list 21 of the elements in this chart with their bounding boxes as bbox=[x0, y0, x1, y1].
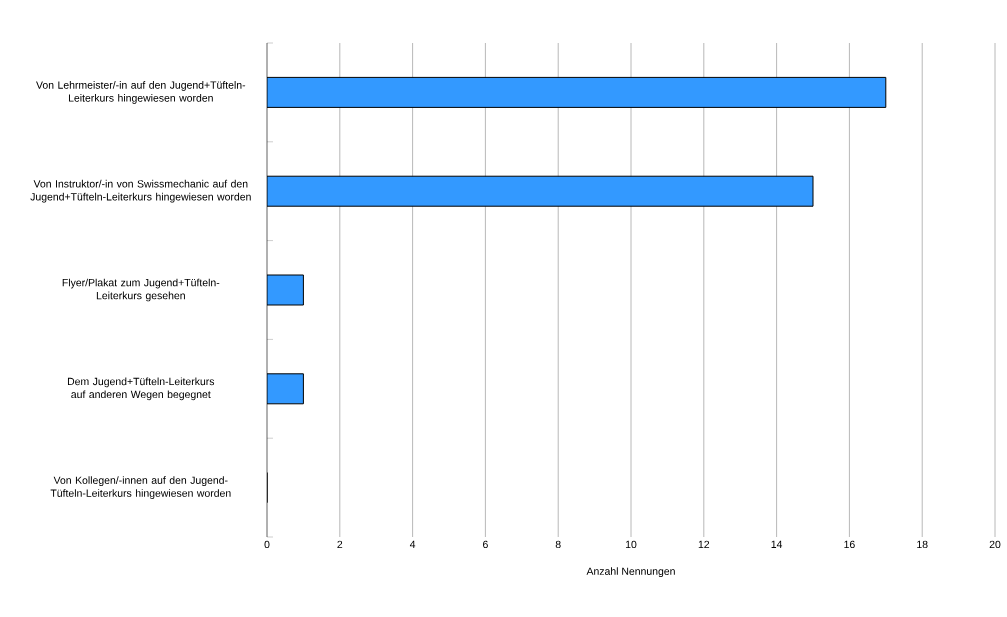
x-tick-label: 10 bbox=[625, 540, 637, 549]
y-tick-label: Flyer/Plakat zum Jugend+Tüfteln-Leiterkurs gesehen bbox=[62, 278, 220, 302]
x-tick-label: 14 bbox=[771, 540, 783, 548]
bar bbox=[267, 76, 887, 108]
x-tick-label: 12 bbox=[698, 540, 710, 548]
x-tick-label: 2 bbox=[337, 540, 343, 548]
bar bbox=[267, 274, 304, 306]
y-tick-label: Von Kollegen/-innen auf den Jugend-Tüfteln-Leiterkurs hingewiesen worden bbox=[50, 476, 231, 499]
x-tick-label: 16 bbox=[844, 540, 855, 549]
x-tick-label: 4 bbox=[409, 540, 416, 548]
x-tick-label: 0 bbox=[264, 540, 270, 549]
x-tick-label: 18 bbox=[917, 540, 928, 549]
x-axis-title: Anzahl Nennungen bbox=[586, 567, 675, 578]
x-tick-label: 20 bbox=[989, 540, 1001, 549]
y-tick-label: Von Lehrmeister/-in auf den Jugend+Tüfteln-Leiterkurs hingewiesen worden bbox=[36, 81, 246, 104]
y-tick-label: Dem Jugend+Tüfteln-Leiterkurs auf anderen Wegen begegnet bbox=[67, 377, 215, 401]
y-tick-label: Von Instruktor/-in von Swissmechanic auf den Jugend+Tüfteln-Leiterkurs hingewiesen worden bbox=[30, 179, 251, 203]
x-tick-label: 6 bbox=[483, 540, 488, 549]
bar bbox=[267, 373, 304, 405]
bar bbox=[267, 175, 814, 207]
x-tick-label: 8 bbox=[555, 540, 561, 549]
